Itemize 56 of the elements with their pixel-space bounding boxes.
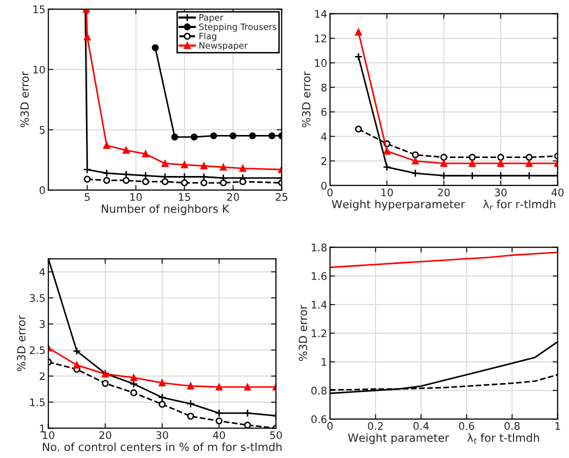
x-tick-label: 5 bbox=[84, 193, 90, 201]
y-tick-label: 2 bbox=[40, 372, 45, 380]
x-tick-label: 20 bbox=[99, 431, 112, 440]
y-tick-label: 4 bbox=[321, 132, 327, 140]
y-tick-label: 1.5 bbox=[30, 398, 45, 406]
x-tick-label: 0 bbox=[327, 188, 333, 196]
y-tick-label: 1 bbox=[322, 358, 326, 366]
x-tick-label: 0 bbox=[327, 422, 333, 430]
y-tick-label: 3 bbox=[40, 320, 45, 328]
y-tick-label: 0.8 bbox=[311, 386, 327, 395]
x-tick-label: 1 bbox=[555, 422, 560, 430]
x-axis-title: Weight hyperparameter λ$_{r}$ for r-tlmdh bbox=[332, 200, 556, 210]
x-axis-title: Weight parameter λ$_{t}$ for t-tlmdh bbox=[348, 433, 540, 444]
y-axis-title: %3D error bbox=[20, 71, 29, 128]
y-axis-title: %3D error bbox=[298, 304, 308, 361]
x-tick-label: 30 bbox=[156, 431, 168, 440]
y-tick-label: 15 bbox=[33, 6, 45, 14]
legend-label: Flag bbox=[199, 32, 216, 42]
x-tick-label: 25 bbox=[276, 193, 288, 201]
y-tick-label: 12 bbox=[315, 34, 326, 42]
x-tick-label: 20 bbox=[227, 193, 239, 201]
x-tick-label: 50 bbox=[270, 431, 282, 440]
y-tick-label: 10 bbox=[315, 59, 327, 67]
x-tick-label: 40 bbox=[212, 431, 225, 440]
y-tick-label: 10 bbox=[33, 66, 45, 74]
x-tick-label: 0.6 bbox=[458, 422, 474, 430]
x-tick-label: 0.4 bbox=[413, 422, 429, 430]
y-tick-label: 5 bbox=[40, 126, 45, 134]
y-tick-label: 2.5 bbox=[30, 346, 45, 354]
x-tick-label: 30 bbox=[494, 188, 507, 196]
y-axis-title: %3D error bbox=[302, 71, 310, 128]
y-tick-label: 1.2 bbox=[312, 329, 326, 338]
y-tick-label: 1.4 bbox=[312, 300, 327, 309]
y-tick-label: 8 bbox=[321, 84, 327, 92]
x-tick-label: 0.8 bbox=[504, 422, 520, 430]
x-tick-label: 0.2 bbox=[368, 422, 383, 430]
y-tick-label: 3.5 bbox=[30, 294, 45, 302]
y-tick-label: 0.6 bbox=[311, 415, 327, 424]
x-tick-label: 10 bbox=[130, 193, 142, 201]
y-axis-title: %3D error bbox=[17, 315, 26, 372]
x-axis-title: Number of neighbors K bbox=[102, 204, 230, 216]
y-tick-label: 14 bbox=[315, 10, 327, 18]
x-axis-title: No. of control centers in % of m for s-tlmdh bbox=[42, 442, 282, 452]
legend-label: Stepping Trousers bbox=[199, 23, 276, 32]
legend-label: Paper bbox=[199, 14, 224, 22]
legend-label: Newspaper bbox=[199, 42, 248, 50]
x-tick-label: 15 bbox=[178, 193, 190, 201]
y-tick-label: 1.8 bbox=[312, 244, 327, 252]
x-tick-label: 10 bbox=[381, 188, 393, 196]
y-tick-label: 6 bbox=[321, 108, 327, 116]
y-tick-label: 4 bbox=[39, 268, 46, 276]
x-tick-label: 40 bbox=[552, 188, 564, 196]
x-tick-label: 20 bbox=[438, 188, 450, 196]
y-tick-label: 1.6 bbox=[312, 272, 327, 280]
y-tick-label: 2 bbox=[321, 157, 326, 165]
y-tick-label: 0 bbox=[321, 182, 327, 190]
